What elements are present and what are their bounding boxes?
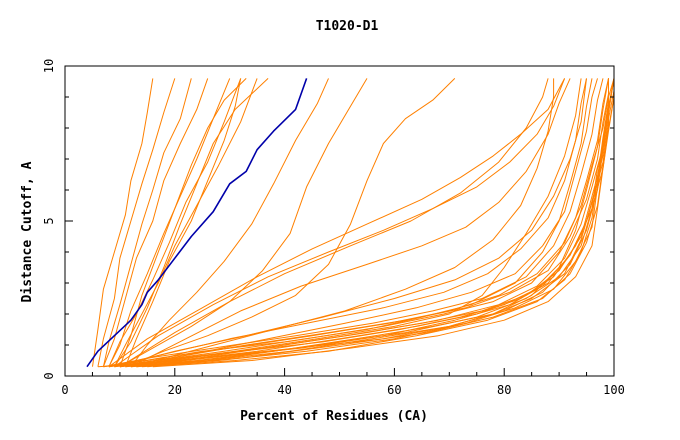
series-line-8 [113,78,269,367]
series-line-36 [97,78,609,368]
x-tick-label: 0 [61,383,68,397]
x-tick-label: 60 [387,383,401,397]
x-tick-label: 100 [603,383,625,397]
x-axis-label: Percent of Residues (CA) [240,409,428,424]
series-line-10 [124,78,242,367]
highlight-series-line [86,78,308,368]
series-line-12 [119,78,368,368]
series-line-35 [119,78,598,368]
series-line-20 [108,78,609,368]
series-line-3 [102,78,192,367]
series-line-30 [136,78,615,368]
series-line-9 [119,78,247,367]
series-line-19 [103,78,604,368]
y-axis-label: Distance Cutoff, A [20,161,35,302]
series-line-17 [130,78,571,368]
x-tick-label: 40 [277,383,291,397]
series-line-23 [114,78,609,368]
y-tick-label: 5 [42,217,56,224]
y-tick-label: 10 [42,59,56,73]
series-layer [86,78,615,368]
x-tick-label: 80 [497,383,511,397]
y-tick-label: 0 [42,372,56,379]
series-line-2 [97,78,176,367]
series-line-15 [114,78,566,368]
series-line-16 [119,78,549,368]
series-line-4 [102,78,209,367]
series-line-14 [108,78,566,368]
series-line-18 [103,78,593,368]
series-line-22 [114,78,615,368]
axes-layer: 0 20 40 60 80 100 0 5 10 [42,59,625,397]
x-tick-label: 20 [168,383,182,397]
series-line-34 [114,78,587,368]
series-line-1 [92,78,154,367]
series-line-25 [119,78,615,368]
series-line-24 [119,78,615,368]
series-line-21 [108,78,609,368]
series-line-13 [125,78,456,368]
series-line-39 [130,78,555,368]
chart-title: T1020-D1 [316,19,379,34]
series-line-38 [152,78,615,368]
series-line-5 [108,78,231,367]
series-line-40 [119,78,582,368]
